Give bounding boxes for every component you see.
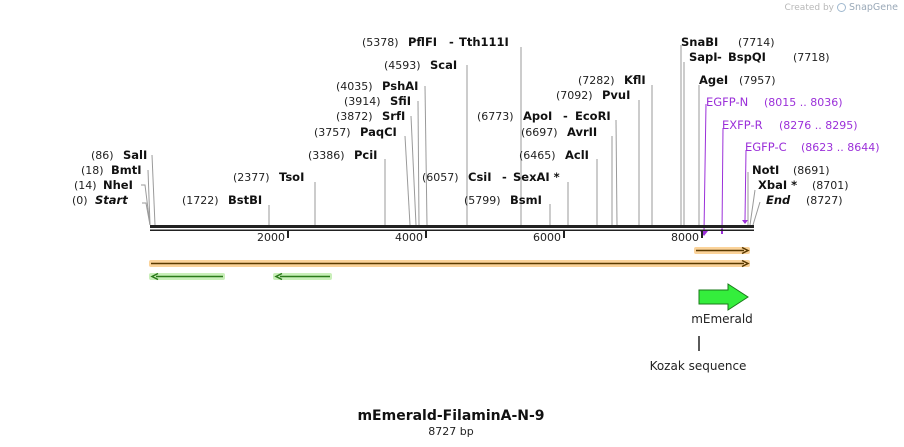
credit-prefix: Created by xyxy=(784,2,835,13)
site-xbai: XbaI * (8701) xyxy=(758,178,849,192)
egfp-c-marker xyxy=(742,220,748,224)
plasmid-backbone xyxy=(150,225,754,231)
site-bstbi: (1722) BstBI xyxy=(182,193,262,207)
primer-egfp-c: EGFP-C (8623 .. 8644) xyxy=(745,140,880,154)
credit-brand: SnapGene xyxy=(849,2,898,13)
ruler-label-2000: 2000 xyxy=(257,231,285,244)
snapgene-credit: Created by SnapGene xyxy=(784,2,898,13)
site-paqci: (3757) PaqCI xyxy=(314,125,397,139)
backbone-top-strand xyxy=(150,225,754,228)
site-csii-sexai: (6057) CsiI - SexAI * xyxy=(422,170,560,184)
memerald-arrow-icon xyxy=(698,283,749,311)
site-pcii: (3386) PciI xyxy=(308,148,377,162)
site-snabi: SnaBI (7714) xyxy=(681,35,775,49)
site-pvui: (7092) PvuI xyxy=(556,88,630,102)
primer-leader-lines xyxy=(703,103,747,233)
plasmid-title: mEmerald-FilaminA-N-9 xyxy=(357,408,544,424)
exfp-r-marker xyxy=(721,229,723,234)
site-bsmi: (5799) BsmI xyxy=(464,193,542,207)
site-leader-lines xyxy=(141,45,761,226)
ruler-label-4000: 4000 xyxy=(395,231,423,244)
ruler-label-8000: 8000 xyxy=(671,231,699,244)
site-agei: AgeI (7957) xyxy=(699,73,776,87)
site-scai: (4593) ScaI xyxy=(384,58,457,72)
site-tsoi: (2377) TsoI xyxy=(233,170,304,184)
orf-reverse-1-arrow-icon xyxy=(150,272,159,281)
ruler-ticks xyxy=(287,230,703,238)
primer-egfp-n: EGFP-N (8015 .. 8036) xyxy=(706,95,843,109)
site-noti: NotI (8691) xyxy=(752,163,830,177)
orf-long-arrow-icon xyxy=(741,259,750,268)
site-bmti: (18) BmtI xyxy=(81,163,142,177)
backbone-bottom-strand xyxy=(150,229,754,231)
site-end: End (8727) xyxy=(766,193,843,207)
site-sapi-bspqi: SapI- BspQI (7718) xyxy=(689,50,830,64)
site-sali: (86) SalI xyxy=(91,148,147,162)
feature-memerald-label: mEmerald xyxy=(691,312,753,326)
site-kfli: (7282) KflI xyxy=(578,73,646,87)
primer-exfp-r: EXFP-R (8276 .. 8295) xyxy=(722,118,858,132)
orf-tracks xyxy=(149,246,750,281)
site-start: (0) Start xyxy=(72,193,128,207)
orf-short-arrow-icon xyxy=(741,246,750,255)
site-pshai: (4035) PshAI xyxy=(336,79,418,93)
site-avrii: (6697) AvrII xyxy=(521,125,597,139)
site-pflfi-tth111i: (5378) PflFI - Tth111I xyxy=(362,35,509,49)
site-apoi-ecori: (6773) ApoI - EcoRI xyxy=(477,109,611,123)
snapgene-logo-icon xyxy=(837,3,847,12)
orf-reverse-2-arrow-icon xyxy=(274,272,283,281)
site-nhei: (14) NheI xyxy=(74,178,133,192)
plasmid-length: 8727 bp xyxy=(428,425,473,438)
site-sfii: (3914) SfiI xyxy=(344,94,411,108)
site-acli: (6465) AclI xyxy=(519,148,589,162)
feature-kozak-label: Kozak sequence xyxy=(650,359,747,373)
ruler-label-6000: 6000 xyxy=(533,231,561,244)
site-srfi: (3872) SrfI xyxy=(336,109,405,123)
